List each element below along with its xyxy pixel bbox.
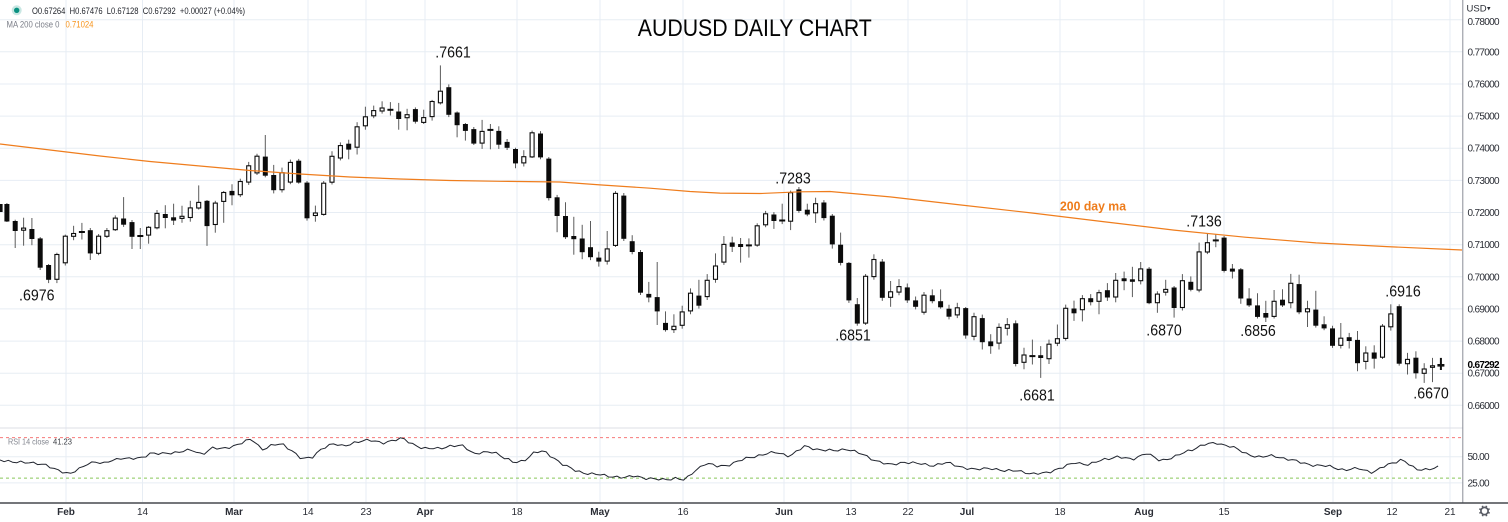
svg-text:Jul: Jul	[960, 507, 975, 518]
svg-text:.7283: .7283	[775, 171, 811, 188]
svg-text:14: 14	[137, 507, 149, 518]
svg-text:.7136: .7136	[1186, 214, 1222, 231]
svg-text:14: 14	[302, 507, 314, 518]
svg-text:21: 21	[1444, 507, 1456, 518]
svg-text:USD: USD	[1467, 4, 1487, 15]
svg-text:0.66000: 0.66000	[1468, 401, 1500, 412]
svg-text:Sep: Sep	[1324, 507, 1342, 518]
svg-text:0.71000: 0.71000	[1468, 240, 1500, 251]
svg-text:0.69000: 0.69000	[1468, 304, 1500, 315]
svg-text:18: 18	[1054, 507, 1066, 518]
svg-text:0.76000: 0.76000	[1468, 80, 1500, 91]
svg-text:0.71024: 0.71024	[66, 19, 94, 29]
svg-text:0.73000: 0.73000	[1468, 176, 1500, 187]
svg-text:▾: ▾	[1487, 6, 1491, 13]
svg-text:22: 22	[902, 507, 914, 518]
svg-text:18: 18	[511, 507, 523, 518]
svg-text:25.00: 25.00	[1468, 478, 1490, 489]
svg-text:Jun: Jun	[775, 507, 793, 518]
svg-text:0.74000: 0.74000	[1468, 144, 1500, 155]
svg-text:0.77000: 0.77000	[1468, 48, 1500, 59]
svg-text:0.70000: 0.70000	[1468, 272, 1500, 283]
svg-text:0.78000: 0.78000	[1468, 17, 1500, 28]
svg-text:0.67292: 0.67292	[1468, 360, 1500, 371]
svg-text:MA 200 close 0: MA 200 close 0	[7, 19, 60, 29]
svg-text:200 day ma: 200 day ma	[1060, 199, 1127, 214]
svg-text:12: 12	[1386, 507, 1398, 518]
svg-text:.6916: .6916	[1385, 284, 1421, 301]
svg-text:0.75000: 0.75000	[1468, 112, 1500, 123]
svg-text:50.00: 50.00	[1468, 452, 1490, 463]
svg-text:16: 16	[677, 507, 689, 518]
svg-text:Mar: Mar	[225, 507, 243, 518]
svg-text:AUDUSD DAILY CHART: AUDUSD DAILY CHART	[638, 15, 872, 42]
svg-text:0.72000: 0.72000	[1468, 208, 1500, 219]
svg-text:0.68000: 0.68000	[1468, 337, 1500, 348]
svg-text:.6856: .6856	[1240, 323, 1276, 340]
svg-text:Feb: Feb	[57, 507, 75, 518]
svg-text:.7661: .7661	[435, 45, 471, 62]
svg-text:15: 15	[1218, 507, 1230, 518]
svg-text:Aug: Aug	[1134, 507, 1153, 518]
svg-text:Apr: Apr	[416, 507, 433, 518]
svg-text:13: 13	[845, 507, 857, 518]
svg-text:.6870: .6870	[1146, 323, 1182, 340]
svg-text:0.67000: 0.67000	[1468, 369, 1500, 380]
svg-text:41.23: 41.23	[53, 437, 72, 447]
svg-text:.6851: .6851	[835, 328, 871, 345]
svg-text:O0.67264 H0.67476 L0.67128: O0.67264 H0.67476 L0.67128 C0.67292 +0.0…	[32, 6, 245, 16]
svg-text:.6681: .6681	[1019, 388, 1055, 405]
svg-text:.6976: .6976	[19, 288, 55, 305]
svg-text:23: 23	[360, 507, 372, 518]
svg-text:RSI 14 close: RSI 14 close	[8, 437, 49, 447]
svg-text:May: May	[590, 507, 610, 518]
svg-text:.6670: .6670	[1413, 386, 1449, 403]
